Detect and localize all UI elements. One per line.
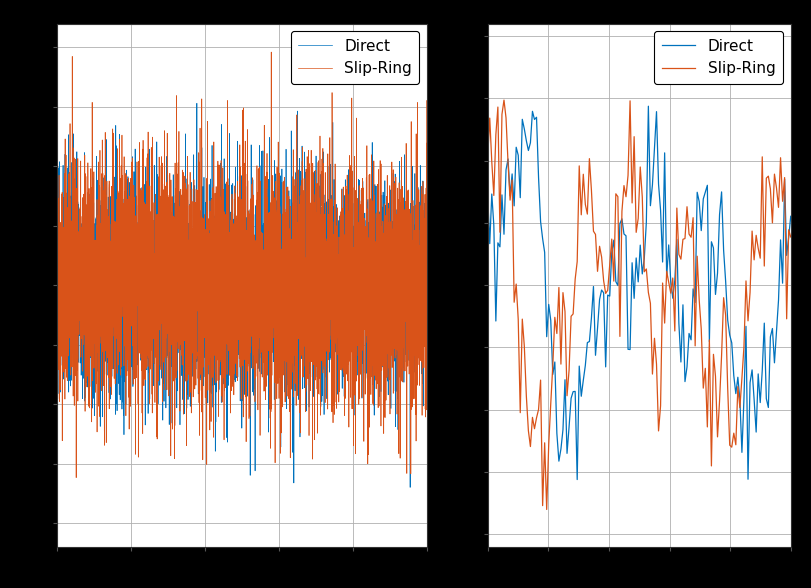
Direct <box>737 449 747 456</box>
Direct <box>585 338 594 345</box>
Slip-Ring <box>71 474 81 481</box>
Direct <box>357 254 367 261</box>
Direct <box>274 175 284 182</box>
Slip-Ring <box>266 49 276 56</box>
Direct <box>52 303 62 310</box>
Slip-Ring <box>658 279 667 286</box>
Direct <box>119 195 129 202</box>
Line: Slip-Ring: Slip-Ring <box>487 100 791 509</box>
Slip-Ring <box>646 300 655 307</box>
Line: Slip-Ring: Slip-Ring <box>57 52 427 477</box>
Slip-Ring <box>194 149 204 156</box>
Direct <box>406 484 415 491</box>
Direct <box>423 249 432 256</box>
Direct <box>192 100 202 107</box>
Direct <box>328 288 338 295</box>
Slip-Ring <box>737 375 747 382</box>
Slip-Ring <box>697 326 706 333</box>
Direct <box>483 193 492 200</box>
Slip-Ring <box>119 153 129 161</box>
Slip-Ring <box>293 219 303 226</box>
Legend: Direct, Slip-Ring: Direct, Slip-Ring <box>654 31 783 84</box>
Slip-Ring <box>483 153 492 160</box>
Direct <box>194 213 204 220</box>
Direct <box>643 103 653 110</box>
Direct <box>658 259 667 266</box>
Slip-Ring <box>357 189 367 196</box>
Direct <box>293 379 303 386</box>
Slip-Ring <box>423 332 432 339</box>
Slip-Ring <box>586 187 596 194</box>
Legend: Direct, Slip-Ring: Direct, Slip-Ring <box>290 31 419 84</box>
Line: Direct: Direct <box>487 106 791 480</box>
Slip-Ring <box>786 233 796 240</box>
Direct <box>697 227 706 234</box>
Direct <box>605 293 615 300</box>
Slip-Ring <box>542 506 551 513</box>
Slip-Ring <box>274 395 284 402</box>
Line: Direct: Direct <box>57 103 427 487</box>
Slip-Ring <box>607 236 616 243</box>
Slip-Ring <box>328 402 338 409</box>
Direct <box>786 213 796 220</box>
Slip-Ring <box>499 96 508 103</box>
Direct <box>646 202 655 209</box>
Slip-Ring <box>52 252 62 259</box>
Direct <box>573 476 582 483</box>
